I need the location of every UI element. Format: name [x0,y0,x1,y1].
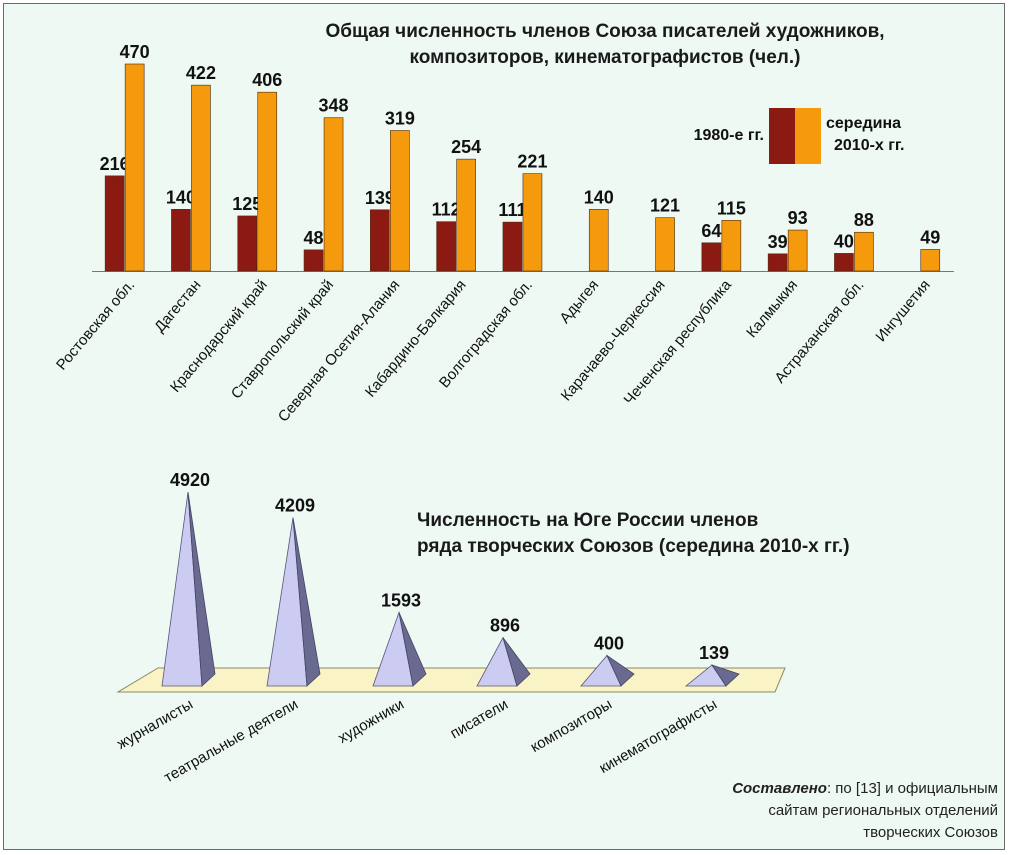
data-label-2010-карачаево-черкессия: 121 [650,196,680,216]
data-label-2010-краснодарский-край: 406 [252,70,282,90]
data-label-1980-северная-осетия-алания: 139 [365,188,395,208]
category-label-адыгея: Адыгея [556,277,602,327]
data-label-2010-ставропольский-край: 348 [319,96,349,116]
bar-2010-краснодарский-край [257,91,278,272]
category-label-чеченская-республика: Чеченская республика [621,276,736,408]
bar-2010-ставропольский-край [323,117,344,272]
data-label-1980-краснодарский-край: 125 [232,194,262,214]
pyramid-chart-title-line-1: Численность на Юге России членов [417,510,758,531]
source-note-line-1: Составлено: по [13] и официальным [732,780,998,797]
category-label-северная-осетия-алания: Северная Осетия-Алания [275,277,404,426]
data-label-1980-астраханская-обл: 40 [834,231,854,251]
legend-label-1980: 1980-е гг. [694,127,764,144]
data-label-2010-чеченская-республика: 115 [717,198,746,218]
bar-chart: 216 470 Ростовская обл. 140 422 Дагестан 125 40… [53,42,954,425]
data-label-1980-кабардино-балкария: 112 [432,200,461,220]
legend-swatch-2010 [795,108,821,164]
pyramid-value-кинематографисты: 139 [699,643,729,663]
chart-frame [3,3,1005,850]
data-label-1980-чеченская-республика: 64 [701,221,721,241]
bar-1980-краснодарский-край [237,215,258,272]
source-note-rest: : по [13] и официальным [827,780,998,797]
category-label-калмыкия: Калмыкия [743,277,801,342]
data-label-2010-кабардино-балкария: 254 [451,137,481,157]
data-label-2010-ростовская-обл: 470 [120,42,150,62]
bar-2010-северная-осетия-алания [390,130,410,272]
bar-1980-астраханская-обл [834,253,854,272]
pyramid-side-художники [398,612,427,687]
data-label-1980-ставропольский-край: 48 [304,228,324,248]
pyramid-value-писатели: 896 [490,616,520,636]
bar-1980-северная-осетия-алания [370,209,390,272]
bar-2010-ростовская-обл [124,63,145,272]
bar-chart-title-line-1: Общая численность членов Союза писателей… [325,21,884,42]
pyramid-category-композиторы: композиторы [528,696,615,756]
bar-2010-чеченская-республика [721,220,742,272]
bar-2010-кабардино-балкария [456,158,476,272]
pyramid-side-кинематографисты [711,664,740,687]
data-label-1980-дагестан: 140 [166,187,196,207]
data-label-2010-дагестан: 422 [186,63,216,83]
bar-1980-ростовская-обл [104,175,125,272]
pyramid-chart-title-line-2: ряда творческих Союзов (середина 2010-х … [417,536,850,557]
category-label-ростовская-обл: Ростовская обл. [53,277,138,374]
bar-1980-чеченская-республика [701,242,722,272]
bar-2010-калмыкия [787,229,808,272]
category-label-ингушетия: Ингушетия [872,277,933,346]
data-label-1980-калмыкия: 39 [768,232,788,252]
category-label-дагестан: Дагестан [151,277,204,336]
pyramid-category-журналисты: журналисты [114,696,196,753]
data-label-2010-адыгея: 140 [584,187,614,207]
pyramid-category-художники: художники [335,696,407,747]
bar-1980-кабардино-балкария [436,221,456,272]
legend-label-2010-line-2: 2010-х гг. [834,137,904,154]
data-label-2010-астраханская-обл: 88 [854,210,874,230]
pyramid-value-художники: 1593 [381,590,421,610]
bar-1980-волгоградская-обл [502,221,523,272]
pyramid-side-композиторы [606,654,635,687]
data-label-1980-ростовская-обл: 216 [100,154,130,174]
bar-2010-дагестан [191,84,211,272]
source-note-line-2: сайтам региональных отделений [768,802,998,819]
pyramid-category-писатели: писатели [447,696,511,743]
data-label-2010-северная-осетия-алания: 319 [385,109,415,129]
bar-1980-калмыкия [767,253,788,272]
pyramid-value-журналисты: 4920 [170,470,210,490]
bar-2010-карачаево-черкессия [655,217,675,272]
data-label-2010-волгоградская-обл: 221 [517,152,547,172]
legend-label-2010-line-1: середина [826,115,901,132]
pyramid-side-журналисты [187,491,216,687]
data-label-1980-волгоградская-обл: 111 [498,200,526,220]
legend-swatch-1980 [769,108,795,164]
pyramid-side-писатели [502,637,531,687]
bar-2010-волгоградская-обл [522,173,543,272]
source-note-bold: Составлено [732,780,827,797]
bar-2010-адыгея [588,209,609,272]
bar-1980-дагестан [171,209,191,272]
source-note-line-3: творческих Союзов [863,824,998,841]
data-label-2010-калмыкия: 93 [788,208,808,228]
pyramid-floor [116,667,786,693]
pyramid-value-театральные-деятели: 4209 [275,496,315,516]
bar-chart-title-line-2: композиторов, кинематографистов (чел.) [410,47,801,68]
bar-1980-ставропольский-край [303,249,324,272]
pyramid-value-композиторы: 400 [594,634,624,654]
pyramid-category-кинематографисты: кинематографисты [596,696,720,777]
bar-2010-астраханская-обл [854,231,874,272]
bar-2010-ингушетия [920,249,941,272]
pyramid-side-театральные-деятели [292,517,321,687]
data-label-2010-ингушетия: 49 [920,227,940,247]
